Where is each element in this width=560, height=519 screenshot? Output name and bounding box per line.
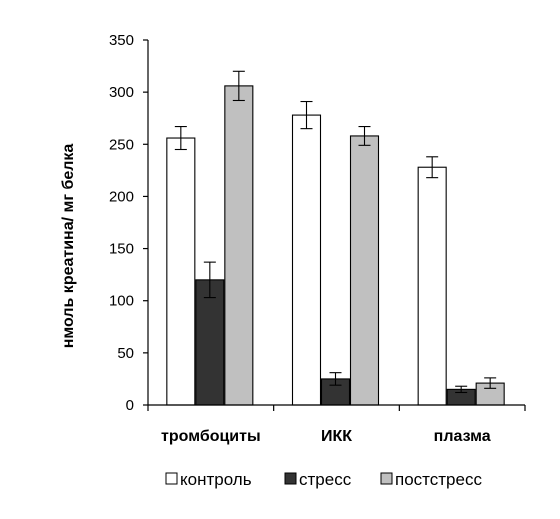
bar-контроль-ИКК — [291, 114, 322, 406]
legend-swatch-стресс — [284, 472, 297, 485]
y-axis-title: нмоль креатина/ мг белка — [60, 144, 77, 349]
category-label: ИКК — [321, 428, 352, 445]
legend-label: стресс — [299, 470, 352, 489]
legend-swatch-контроль — [165, 472, 178, 485]
y-tick-label: 250 — [109, 136, 134, 153]
y-tick-label: 50 — [117, 345, 134, 362]
y-tick-label: 300 — [109, 84, 134, 101]
legend-swatch-постстресс — [380, 472, 393, 485]
bar-постстресс-ИКК — [349, 135, 380, 406]
category-label: тромбоциты — [161, 428, 261, 445]
bar-постстресс-тромбоциты — [224, 85, 254, 406]
y-tick-label: 0 — [126, 397, 134, 414]
bar-стресс-тромбоциты — [195, 279, 225, 406]
y-tick-label: 350 — [109, 32, 134, 49]
category-label: плазма — [434, 428, 491, 445]
legend-label: контроль — [180, 470, 252, 489]
y-tick-label: 150 — [109, 241, 134, 258]
legend-label: постстресс — [395, 470, 482, 489]
bar-контроль-плазма — [417, 166, 447, 406]
y-tick-label: 100 — [109, 293, 134, 310]
bar-контроль-тромбоциты — [166, 137, 196, 406]
y-tick-label: 200 — [109, 188, 134, 205]
